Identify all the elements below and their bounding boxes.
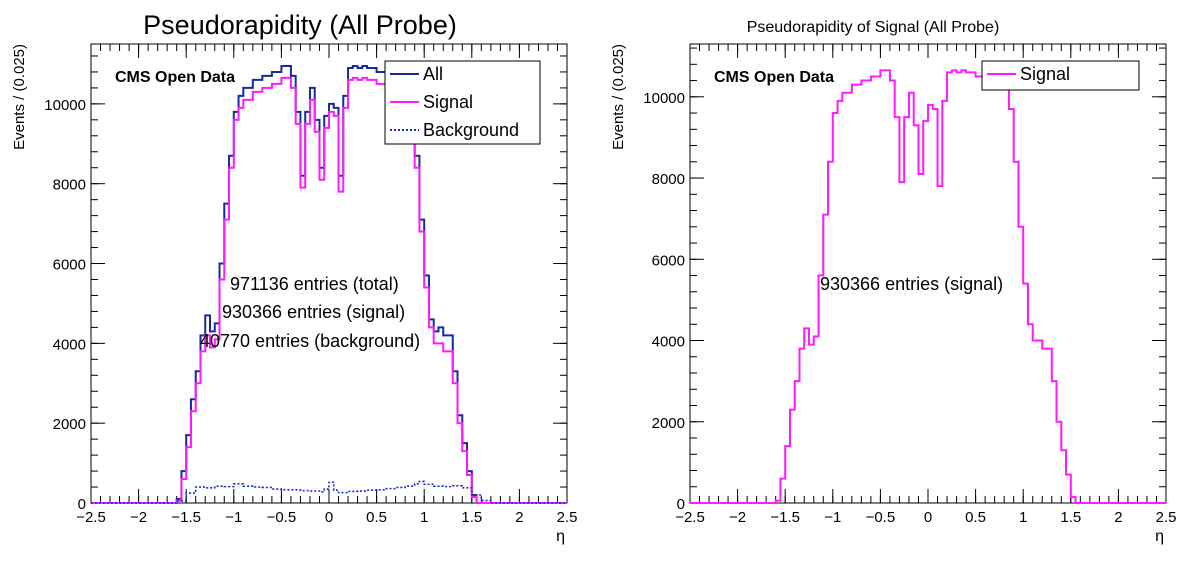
- x-tick-label: −2: [729, 509, 746, 526]
- y-tick-label: 0: [677, 496, 685, 513]
- x-tick-label: −1: [824, 509, 841, 526]
- watermark-label: CMS Open Data: [115, 69, 235, 86]
- legend-label-signal: Signal: [423, 92, 473, 112]
- x-tick-label: −2: [130, 509, 147, 526]
- x-tick-label: 2: [1114, 509, 1122, 526]
- y-axis-label: Events / (0.025): [610, 44, 627, 150]
- y-tick-label: 4000: [53, 336, 86, 353]
- series-all: [91, 64, 567, 504]
- entries-annotation: 40770 entries (background): [200, 331, 420, 351]
- legend-label-background: Background: [423, 120, 519, 140]
- legend-label-all: All: [423, 64, 443, 84]
- y-tick-label: 8000: [53, 177, 86, 194]
- x-tick-label: 1: [1019, 509, 1027, 526]
- x-tick-label: −0.5: [866, 509, 896, 526]
- series-signal: [91, 76, 567, 504]
- y-tick-label: 10000: [643, 90, 685, 107]
- y-tick-label: 4000: [652, 334, 685, 351]
- x-tick-label: −0.5: [267, 509, 297, 526]
- x-tick-label: 0.5: [965, 509, 986, 526]
- x-tick-label: 2: [515, 509, 523, 526]
- chart-title: Pseudorapidity of Signal (All Probe): [747, 19, 1000, 36]
- series-signal: [690, 69, 1166, 504]
- x-axis-label: η: [1155, 528, 1164, 545]
- x-tick-label: 0: [325, 509, 333, 526]
- series-background: [91, 480, 567, 504]
- entries-annotation: 930366 entries (signal): [222, 302, 405, 322]
- x-tick-label: 2.5: [1156, 509, 1177, 526]
- x-tick-label: 1: [420, 509, 428, 526]
- y-tick-label: 8000: [652, 171, 685, 188]
- y-tick-label: 2000: [652, 415, 685, 432]
- x-tick-label: 1.5: [1060, 509, 1081, 526]
- y-tick-label: 10000: [44, 97, 86, 114]
- x-tick-label: 1.5: [461, 509, 482, 526]
- chart-panel-2: Pseudorapidity of Signal (All Probe) −2.5…: [610, 19, 1176, 545]
- y-tick-label: 0: [78, 496, 86, 513]
- y-tick-label: 6000: [652, 252, 685, 269]
- x-tick-label: −2.5: [76, 509, 106, 526]
- x-tick-label: 2.5: [557, 509, 578, 526]
- entries-annotation: 930366 entries (signal): [820, 274, 1003, 294]
- entries-annotation: 971136 entries (total): [230, 274, 399, 294]
- chart-title: Pseudorapidity (All Probe): [143, 10, 457, 40]
- watermark-label: CMS Open Data: [714, 69, 834, 86]
- x-tick-label: −1: [225, 509, 242, 526]
- x-tick-label: −2.5: [675, 509, 705, 526]
- y-axis-label: Events / (0.025): [11, 44, 28, 150]
- y-tick-label: 6000: [53, 257, 86, 274]
- x-tick-label: −1.5: [770, 509, 800, 526]
- x-tick-label: 0: [924, 509, 932, 526]
- x-tick-label: 0.5: [366, 509, 387, 526]
- x-tick-label: −1.5: [171, 509, 201, 526]
- y-tick-label: 2000: [53, 416, 86, 433]
- chart-panel-1: Pseudorapidity (All Probe) −2.5 −2 −1.5 −1 −0…: [11, 10, 577, 545]
- legend-box: [981, 60, 1140, 91]
- legend-label-signal: Signal: [1020, 64, 1070, 84]
- x-axis-label: η: [556, 528, 565, 545]
